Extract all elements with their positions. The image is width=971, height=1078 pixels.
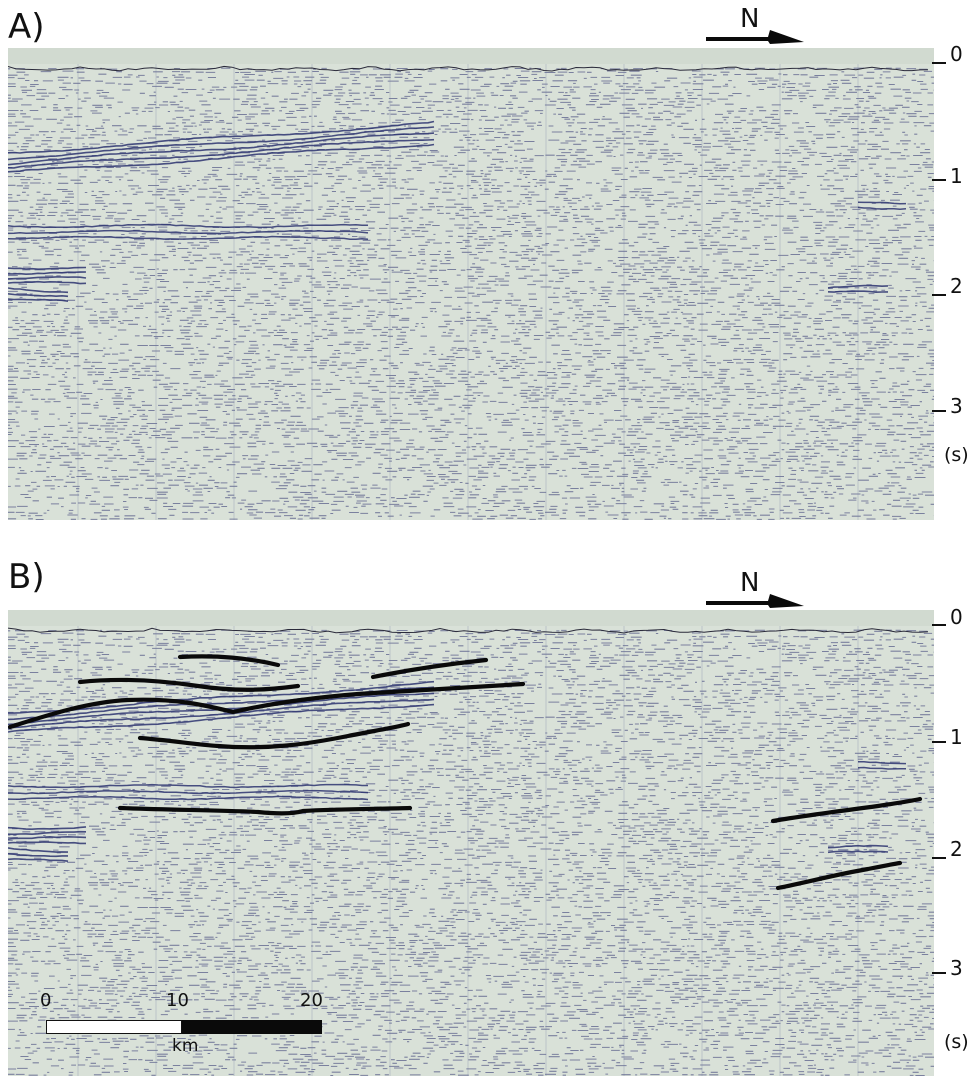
seismic-reflector — [8, 847, 69, 853]
seismic-reflector — [8, 120, 435, 154]
seismic-reflector — [8, 271, 87, 276]
scale-bar-black-segment — [182, 1020, 322, 1034]
twt-unit-label: (s) — [944, 444, 969, 466]
seismic-reflector — [8, 223, 369, 229]
scale-tick-20: 20 — [300, 990, 323, 1011]
north-label: N — [740, 4, 760, 34]
north-arrow-icon — [706, 30, 804, 44]
seismic-reflector — [8, 841, 86, 845]
north-label: N — [740, 568, 760, 598]
seismic-reflector — [8, 138, 435, 169]
twt-tick-label-3: 3 — [950, 394, 963, 418]
interpreted-horizon — [775, 860, 903, 891]
scale-bar: 0 10 20 km — [40, 990, 340, 1060]
seismic-noise — [8, 67, 934, 520]
interpreted-horizon — [177, 654, 281, 668]
water-column — [8, 48, 934, 64]
seismic-reflector — [8, 835, 87, 840]
seismic-reflector — [8, 143, 435, 173]
seismic-reflector — [827, 844, 889, 849]
seismic-reflector — [857, 766, 907, 770]
seismic-reflector — [8, 795, 369, 801]
interpreted-horizon — [370, 657, 489, 680]
seismic-reflector — [827, 290, 889, 294]
seismic-reflector — [857, 201, 907, 205]
seismic-reflector — [8, 229, 369, 235]
seismic-reflector — [8, 789, 369, 795]
seismic-reflector — [8, 830, 87, 836]
trace-grid — [77, 64, 859, 520]
scale-unit: km — [172, 1036, 199, 1056]
seismic-reflector — [827, 850, 889, 854]
seismic-reflector — [8, 293, 69, 298]
scale-tick-0: 0 — [40, 990, 52, 1011]
twt-tick-label-0: 0 — [950, 605, 963, 629]
seismic-noise — [8, 629, 934, 1076]
panel-b-label: B) — [8, 557, 45, 597]
water-column — [8, 610, 934, 626]
twt-tick-label-1: 1 — [950, 725, 963, 749]
seismic-image-a — [8, 48, 934, 520]
seismic-reflector — [8, 858, 69, 862]
seismic-reflector — [8, 826, 87, 831]
trace-grid — [77, 626, 859, 1076]
twt-tick-1 — [932, 179, 946, 181]
seafloor-line — [8, 65, 929, 72]
interpreted-horizon — [8, 681, 526, 730]
seismic-reflector — [8, 287, 69, 294]
seismic-reflector — [8, 276, 87, 280]
interpreted-horizon — [137, 721, 411, 750]
interpreted-horizon — [770, 796, 923, 824]
twt-unit-label: (s) — [944, 1031, 969, 1053]
twt-tick-label-2: 2 — [950, 837, 963, 861]
twt-tick-0 — [932, 624, 946, 626]
north-arrow-a: N — [706, 4, 806, 48]
seismic-reflector — [857, 760, 907, 765]
seismic-image-b — [8, 610, 934, 1076]
seismic-reflector — [8, 703, 435, 733]
twt-tick-1 — [932, 741, 946, 743]
seafloor-line — [8, 627, 929, 634]
seismic-reflector — [8, 132, 435, 166]
seismic-reflector — [827, 284, 889, 289]
seismic-reflector — [8, 680, 435, 714]
north-arrow-b: N — [706, 568, 806, 612]
seismic-reflector — [8, 698, 435, 730]
seismic-reflector — [8, 783, 368, 789]
seismic-reflector — [8, 266, 87, 271]
seismic-section-b — [8, 610, 934, 1076]
twt-tick-3 — [932, 410, 946, 412]
twt-tick-2 — [932, 294, 946, 296]
twt-tick-label-3: 3 — [950, 956, 963, 980]
panel-a-label: A) — [8, 7, 45, 47]
twt-tick-label-1: 1 — [950, 164, 963, 188]
twt-tick-3 — [932, 972, 946, 974]
seismic-reflector — [8, 235, 369, 241]
seismic-reflector — [8, 853, 68, 858]
twt-tick-2 — [932, 857, 946, 859]
seismic-reflector — [8, 126, 435, 161]
twt-tick-label-2: 2 — [950, 274, 963, 298]
interpreted-horizon — [117, 805, 413, 816]
scale-tick-10: 10 — [166, 990, 189, 1011]
north-arrow-icon — [706, 594, 804, 608]
seismic-reflector — [857, 206, 907, 210]
twt-tick-label-0: 0 — [950, 42, 963, 66]
twt-tick-0 — [932, 62, 946, 64]
seismic-reflector — [8, 280, 87, 285]
seismic-section-a — [8, 48, 934, 520]
scale-bar-white-segment — [46, 1020, 182, 1034]
seismic-reflector — [8, 298, 69, 302]
interpreted-horizon — [77, 677, 301, 692]
